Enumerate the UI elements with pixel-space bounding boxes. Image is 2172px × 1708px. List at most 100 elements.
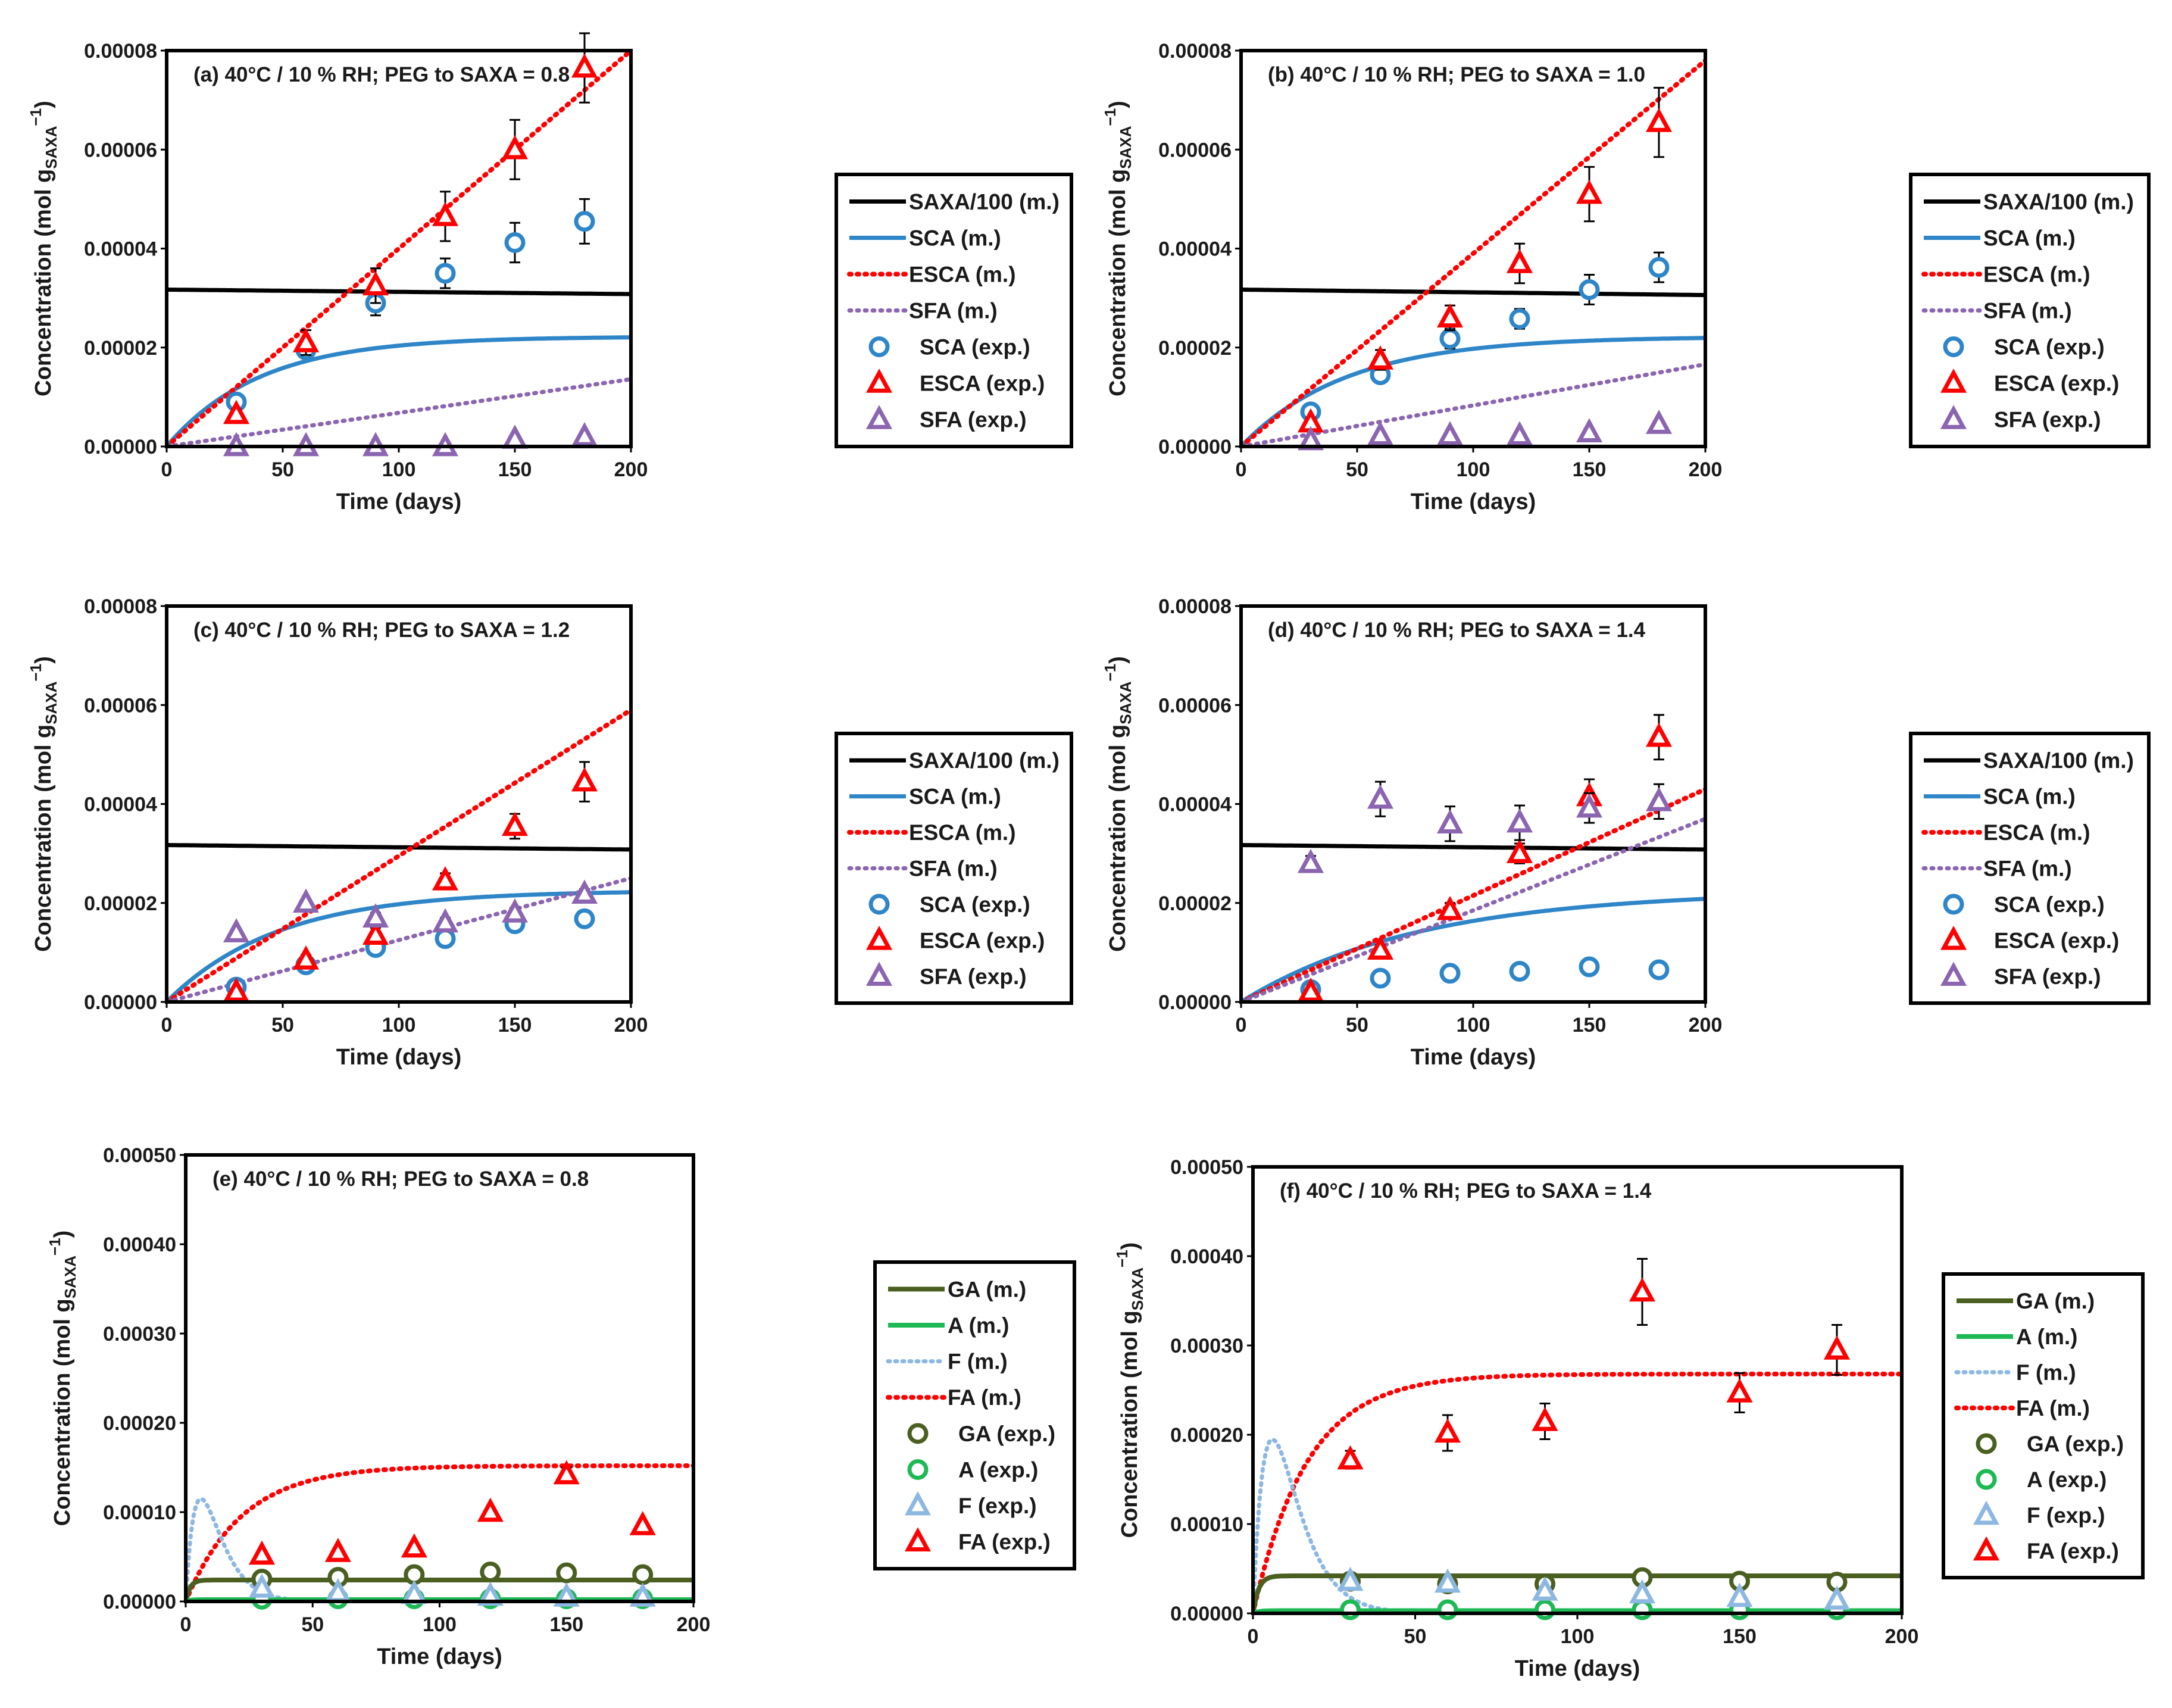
data-point — [1506, 249, 1533, 273]
legend-label: F (exp.) — [958, 1494, 1037, 1518]
data-point — [223, 918, 250, 942]
x-tick-label: 50 — [301, 1613, 324, 1636]
legend-label: A (exp.) — [2027, 1467, 2107, 1492]
legend-item: SFA (exp.) — [865, 405, 1027, 432]
legend-item: SCA (exp.) — [868, 335, 1030, 360]
panel-e: 0.00000 0.00010 0.00020 0.00030 0.00040 0.000… — [46, 1144, 1076, 1669]
legend-item: SFA (exp.) — [865, 961, 1027, 989]
data-point — [1367, 784, 1394, 809]
legend-label: FA (exp.) — [958, 1530, 1051, 1554]
legend-frame — [873, 1260, 1076, 1570]
data-point — [1506, 421, 1533, 445]
panel-title: (c) 40°C / 10 % RH; PEG to SAXA = 1.2 — [193, 619, 570, 642]
x-axis-label: Time (days) — [336, 489, 461, 514]
legend-label: SFA (m.) — [909, 299, 998, 323]
plot-frame — [165, 604, 633, 1004]
plot-frame — [1251, 1165, 1904, 1615]
plot-frame — [1239, 604, 1707, 1004]
panel-a: 0.00000 0.00002 0.00004 0.00006 0.00008 0 50 10… — [27, 32, 1073, 514]
panel-title: (d) 40°C / 10 % RH; PEG to SAXA = 1.4 — [1268, 619, 1646, 642]
x-tick-label: 100 — [423, 1613, 457, 1636]
series-esca-exp — [1297, 86, 1673, 433]
series-esca-exp — [223, 761, 598, 1002]
panel-b: 0.00000 0.00002 0.00004 0.00006 0.00008 0 50 10… — [1101, 40, 2151, 514]
data-point — [1629, 1277, 1656, 1302]
data-point — [1367, 421, 1394, 445]
legend-label: GA (m.) — [2016, 1289, 2095, 1313]
series-sfa-exp — [1297, 780, 1673, 873]
data-point — [553, 1460, 580, 1485]
legend-label: SCA (exp.) — [920, 892, 1030, 917]
legend-marker-swatch — [1976, 1469, 1997, 1490]
y-tick-label: 0.00004 — [84, 794, 157, 816]
x-tick-label: 100 — [1561, 1625, 1595, 1648]
x-tick-label: 150 — [498, 1014, 532, 1036]
y-axis-label: Concentration (mol gSAXA−1) — [1113, 1242, 1146, 1538]
y-tick-label: 0.00040 — [1170, 1245, 1243, 1268]
series-fa-exp — [248, 1460, 656, 1565]
legend-label: SFA (m.) — [909, 857, 998, 881]
data-point — [1509, 960, 1530, 982]
series-sfa-exp — [1297, 410, 1673, 451]
legend-marker-swatch — [1976, 1433, 1997, 1454]
legend-label: A (m.) — [948, 1313, 1009, 1338]
legend-label: SAXA/100 (m.) — [1983, 748, 2134, 773]
legend-frame — [1942, 1272, 2145, 1579]
data-point — [1532, 1407, 1558, 1431]
legend-item: ESCA (m.) — [847, 820, 1016, 845]
legend-label: SAXA/100 (m.) — [1983, 190, 2134, 214]
legend-marker-swatch — [1940, 926, 1967, 950]
data-point — [1297, 848, 1324, 873]
legend-item: SAXA/100 (m.) — [1924, 748, 2134, 773]
data-point — [1367, 345, 1394, 370]
x-tick-label: 50 — [271, 458, 294, 481]
legend-label: SCA (exp.) — [1994, 892, 2105, 917]
data-point — [1648, 257, 1670, 278]
y-tick-label: 0.00000 — [1170, 1603, 1243, 1625]
x-tick-label: 200 — [1885, 1625, 1919, 1648]
x-tick-label: 150 — [1573, 1014, 1607, 1036]
x-tick-label: 200 — [614, 458, 648, 481]
legend-item: GA (exp.) — [907, 1422, 1055, 1446]
x-tick-label: 50 — [271, 1014, 294, 1036]
legend-label: SFA (m.) — [1983, 857, 2072, 881]
legend-marker-swatch — [1943, 894, 1964, 915]
data-point — [362, 271, 389, 296]
model-curves — [1241, 786, 1705, 1002]
data-point — [571, 53, 598, 78]
legend-label: ESCA (exp.) — [1994, 371, 2119, 396]
plot-frame — [1239, 49, 1707, 448]
legend-label: SFA (exp.) — [1994, 964, 2101, 989]
legend-marker-swatch — [1940, 961, 1967, 986]
data-point — [1337, 1566, 1364, 1591]
panel-title: (e) 40°C / 10 % RH; PEG to SAXA = 0.8 — [212, 1167, 589, 1191]
legend-item: SFA (m.) — [1921, 857, 2072, 881]
x-tick-label: 100 — [1457, 458, 1490, 481]
y-tick-label: 0.00008 — [1158, 40, 1232, 63]
legend-label: SAXA/100 (m.) — [909, 748, 1060, 773]
data-point — [1576, 793, 1603, 818]
y-tick-label: 0.00050 — [103, 1144, 176, 1167]
series-sca-exp — [1300, 251, 1670, 423]
legend-label: ESCA (exp.) — [1994, 928, 2119, 953]
x-tick-label: 0 — [1236, 1014, 1247, 1036]
data-point — [1579, 279, 1600, 300]
legend-label: SCA (m.) — [1983, 226, 2076, 251]
data-point — [1439, 963, 1461, 984]
plot-frame — [184, 1153, 695, 1603]
y-tick-label: 0.00004 — [1158, 794, 1232, 816]
legend-label: GA (m.) — [948, 1277, 1026, 1301]
y-tick-label: 0.00002 — [1158, 337, 1232, 360]
x-axis-label: Time (days) — [1411, 489, 1536, 514]
legend-marker-swatch — [904, 1491, 932, 1516]
y-axis-label: Concentration (mol gSAXA−1) — [27, 656, 60, 952]
x-tick-label: 50 — [1404, 1625, 1427, 1648]
x-tick-label: 100 — [382, 1014, 416, 1036]
esca-model-line — [167, 707, 631, 1002]
legend-label: FA (m.) — [948, 1385, 1021, 1410]
data-point — [1645, 787, 1673, 811]
y-axis-label: Concentration (mol gSAXA−1) — [46, 1231, 79, 1526]
legend-marker-swatch — [865, 405, 893, 429]
data-point — [574, 211, 595, 232]
y-tick-label: 0.00000 — [1158, 991, 1232, 1014]
